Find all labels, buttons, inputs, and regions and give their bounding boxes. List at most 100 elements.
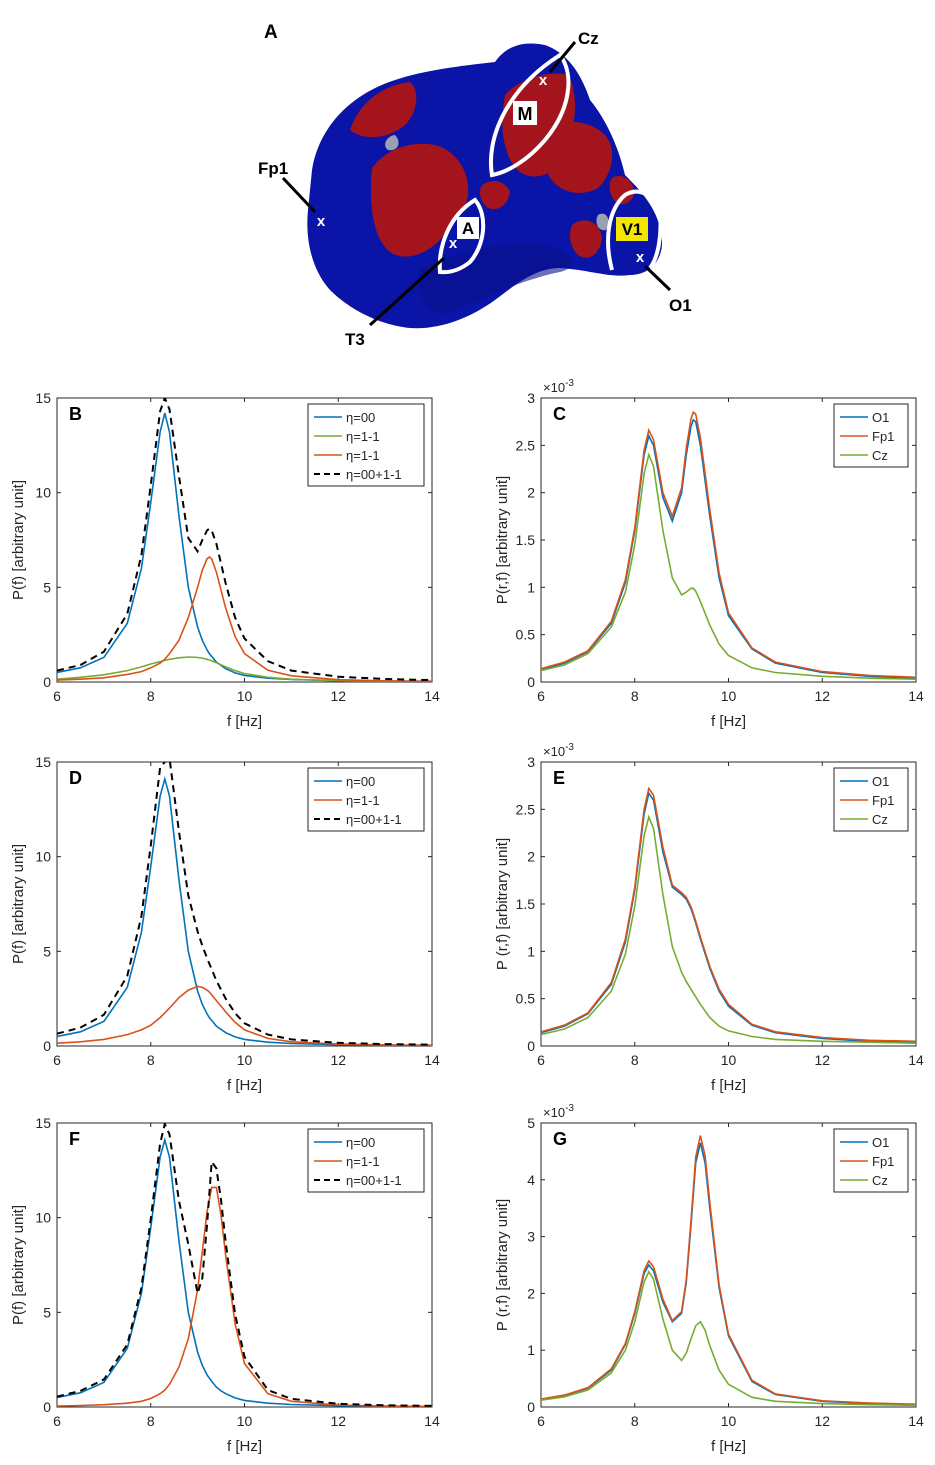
series-line-d-0 xyxy=(57,775,432,1046)
pointer-line-cz xyxy=(548,41,577,73)
red-region-occipital-top xyxy=(609,175,635,205)
y-axis-label: P(f) [arbitrary unit] xyxy=(10,480,27,600)
chart-panel-d: 6 8 10 12 14 0 5 10 15 f [Hz] P(f) [arbitrary unit… xyxy=(10,754,440,1094)
electrode-marker-o1: x xyxy=(636,249,645,266)
y-axis-label: P (r,f) [arbitrary unit] xyxy=(494,838,511,970)
series-line-e-2 xyxy=(541,814,916,1044)
electrode-marker-fp1: x xyxy=(317,213,326,230)
panel-label-c: C xyxy=(553,404,566,424)
series-line-f-0 xyxy=(57,1136,432,1407)
series-line-d-2 xyxy=(57,762,432,1046)
legend-entry-label: η=1-1 xyxy=(346,448,380,463)
legend-entry-label: η=00 xyxy=(346,774,375,789)
y-tick-label: 15 xyxy=(35,1115,51,1131)
legend-entry-label: O1 xyxy=(872,1135,889,1150)
x-tick-label: 12 xyxy=(330,1052,346,1068)
region-v1-label: V1 xyxy=(622,220,643,239)
series-line-f-1 xyxy=(57,1186,432,1407)
x-axis-label: f [Hz] xyxy=(711,1077,746,1094)
legend-entry-label: η=00+1-1 xyxy=(346,812,402,827)
panel-label-f: F xyxy=(69,1129,80,1149)
region-m-outline xyxy=(489,52,571,178)
electrode-label-fp1: Fp1 xyxy=(258,159,288,178)
y-tick-label: 10 xyxy=(35,485,51,501)
red-region-temporal xyxy=(480,180,510,210)
region-a-box xyxy=(457,217,479,239)
y-exponent-label: ×10-3 xyxy=(543,742,574,759)
series-line-d-1 xyxy=(57,985,432,1046)
x-tick-label: 8 xyxy=(147,1052,155,1068)
x-tick-label: 8 xyxy=(631,1413,639,1429)
x-tick-label: 14 xyxy=(424,688,440,704)
panel-label-b: B xyxy=(69,404,82,424)
legend-entry-label: η=1-1 xyxy=(346,1154,380,1169)
grey-gap-1 xyxy=(385,135,399,151)
panel-a-brain-figure: A M A V1 x x x x Cz Fp1 T3 O1 xyxy=(258,22,692,349)
y-tick-label: 1.5 xyxy=(516,896,536,912)
x-tick-label: 6 xyxy=(537,1413,545,1429)
red-region-occipital xyxy=(570,220,602,258)
y-tick-label: 10 xyxy=(35,849,51,865)
y-tick-label: 2 xyxy=(527,485,535,501)
x-tick-label: 12 xyxy=(814,688,830,704)
y-axis-label: P(r,f) [arbitrary unit] xyxy=(494,476,511,604)
y-tick-label: 3 xyxy=(527,1229,535,1245)
legend-entry-label: η=00 xyxy=(346,410,375,425)
x-tick-label: 10 xyxy=(721,688,737,704)
y-tick-label: 2 xyxy=(527,1285,535,1301)
chart-panel-c: 6 8 10 12 14 0 0.5 1 1.5 2 2.5 3 ×10-3 f [Hz] P(r,f) [… xyxy=(494,378,924,730)
x-axis-label: f [Hz] xyxy=(711,1438,746,1455)
series-line-c-1 xyxy=(541,410,916,679)
x-axis-label: f [Hz] xyxy=(227,1077,262,1094)
legend-entry-label: η=1-1 xyxy=(346,429,380,444)
region-a-outline xyxy=(437,197,486,275)
y-tick-label: 15 xyxy=(35,754,51,770)
electrode-label-t3: T3 xyxy=(345,330,365,349)
legend-entry-label: η=00+1-1 xyxy=(346,467,402,482)
y-tick-label: 15 xyxy=(35,390,51,406)
x-tick-label: 8 xyxy=(147,1413,155,1429)
x-tick-label: 8 xyxy=(631,1052,639,1068)
y-tick-label: 1 xyxy=(527,1342,535,1358)
x-axis-label: f [Hz] xyxy=(227,1438,262,1455)
y-axis-label: P(f) [arbitrary unit] xyxy=(10,844,27,964)
legend-entry-label: η=00 xyxy=(346,1135,375,1150)
y-axis-label: P (r,f) [arbitrary unit] xyxy=(494,1199,511,1331)
series-line-g-2 xyxy=(541,1270,916,1407)
y-tick-label: 1 xyxy=(527,943,535,959)
x-tick-label: 14 xyxy=(908,688,924,704)
x-tick-label: 6 xyxy=(537,1052,545,1068)
y-axis-label: P(f) [arbitrary unit] xyxy=(10,1205,27,1325)
series-line-g-1 xyxy=(541,1135,916,1405)
y-tick-label: 0 xyxy=(527,1399,535,1415)
x-tick-label: 14 xyxy=(908,1052,924,1068)
series-line-b-3 xyxy=(57,398,432,682)
y-tick-label: 0 xyxy=(43,1038,51,1054)
y-tick-label: 1.5 xyxy=(516,532,536,548)
x-axis-label: f [Hz] xyxy=(227,713,262,730)
region-v1-box xyxy=(616,217,648,241)
chart-panel-f: 6 8 10 12 14 0 5 10 15 f [Hz] P(f) [arbitrary unit… xyxy=(10,1115,440,1455)
legend-entry-label: η=1-1 xyxy=(346,793,380,808)
panel-label-g: G xyxy=(553,1129,567,1149)
region-m-box xyxy=(513,101,537,125)
x-tick-label: 14 xyxy=(424,1052,440,1068)
legend-entry-label: Fp1 xyxy=(872,1154,894,1169)
y-tick-label: 5 xyxy=(43,579,51,595)
y-tick-label: 5 xyxy=(43,943,51,959)
y-tick-label: 0 xyxy=(43,1399,51,1415)
x-tick-label: 12 xyxy=(330,688,346,704)
legend-entry-label: η=00+1-1 xyxy=(346,1173,402,1188)
x-tick-label: 12 xyxy=(814,1413,830,1429)
y-tick-label: 0 xyxy=(527,674,535,690)
x-tick-label: 14 xyxy=(908,1413,924,1429)
legend-entry-label: Cz xyxy=(872,448,888,463)
y-tick-label: 0 xyxy=(43,674,51,690)
pointer-line-t3 xyxy=(368,256,446,327)
pointer-line-fp1 xyxy=(281,176,317,214)
y-tick-label: 5 xyxy=(43,1304,51,1320)
x-axis-label: f [Hz] xyxy=(711,713,746,730)
red-region-frontal xyxy=(370,143,469,257)
